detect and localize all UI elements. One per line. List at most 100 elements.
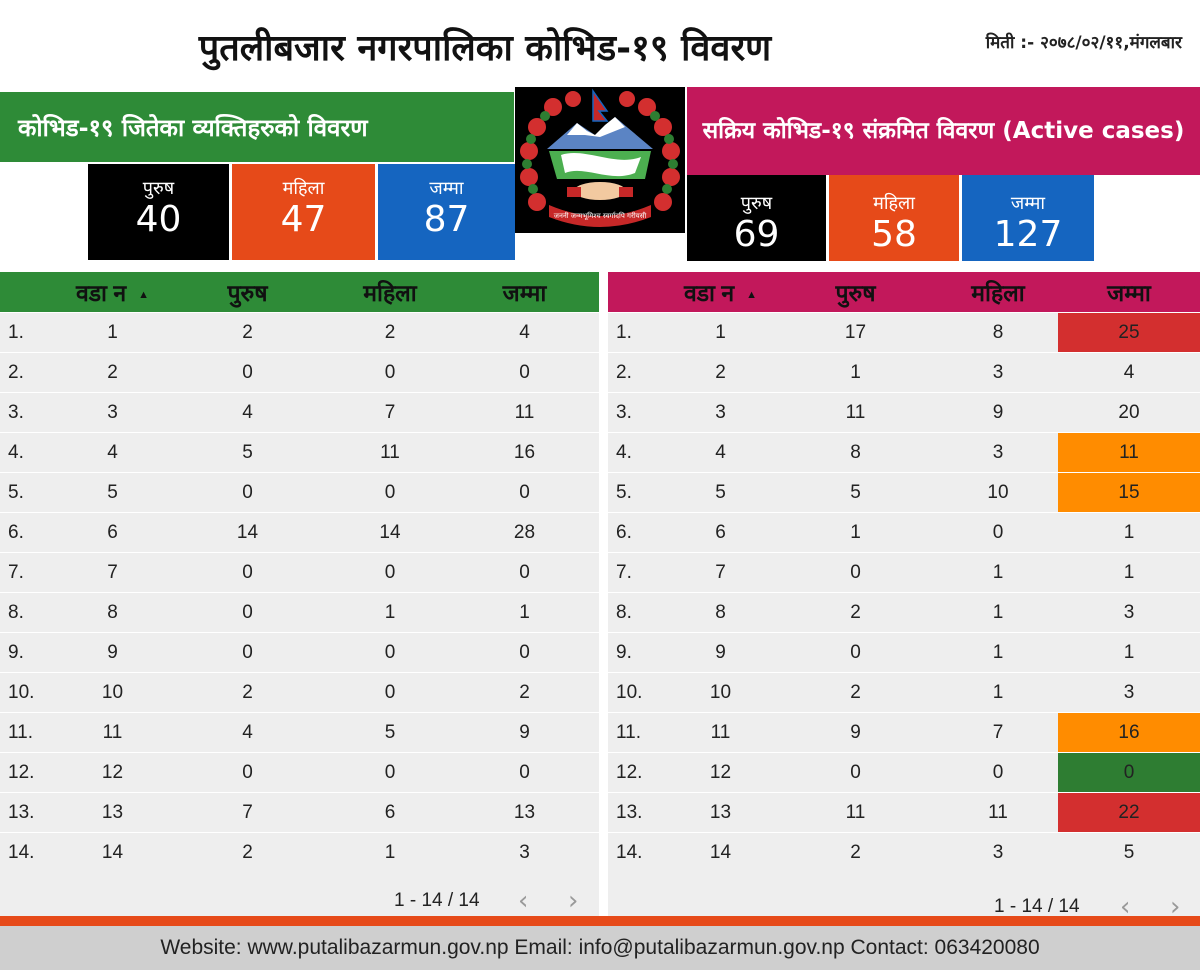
total-cell: 13 xyxy=(450,792,599,833)
card-value: 47 xyxy=(280,199,327,240)
recovered-male-card: पुरुष 40 xyxy=(88,164,229,260)
female-cell: 0 xyxy=(330,552,450,593)
total-cell: 0 xyxy=(450,472,599,513)
male-cell: 0 xyxy=(773,752,938,793)
ward-cell: 5 xyxy=(60,472,165,513)
next-page-icon[interactable]: › xyxy=(1170,892,1181,922)
ward-cell: 13 xyxy=(668,792,773,833)
col-header-female[interactable]: महिला xyxy=(330,272,450,313)
table-row: 12. 12 0 0 0 xyxy=(0,752,599,793)
footer-contact: Website: www.putalibazarmun.gov.np Email… xyxy=(0,926,1200,970)
page-title: पुतलीबजार नगरपालिका कोभिड-१९ विवरण xyxy=(198,28,772,69)
col-header-ward[interactable]: वडा न ▲ xyxy=(668,272,773,313)
col-header-ward[interactable]: वडा न ▲ xyxy=(60,272,165,313)
recovered-table: वडा न ▲ पुरुष महिला जम्मा 1. 1 2 2 4 2. 2 0 0 0 3. 3… xyxy=(0,272,599,872)
female-cell: 14 xyxy=(330,512,450,553)
next-page-icon[interactable]: › xyxy=(568,886,579,916)
row-index: 14. xyxy=(0,832,60,872)
active-table-panel: वडा न ▲ पुरुष महिला जम्मा 1. 1 17 8 25 2. 2 1 3 4 3… xyxy=(608,272,1200,922)
row-index: 3. xyxy=(608,392,668,433)
ward-cell: 12 xyxy=(60,752,165,793)
ward-cell: 9 xyxy=(668,632,773,673)
male-cell: 11 xyxy=(773,792,938,833)
total-cell: 3 xyxy=(1058,672,1200,713)
row-index: 13. xyxy=(608,792,668,833)
table-row: 12. 12 0 0 0 xyxy=(608,752,1200,793)
total-cell: 9 xyxy=(450,712,599,753)
male-cell: 4 xyxy=(165,712,330,753)
total-cell: 0 xyxy=(450,552,599,593)
male-cell: 2 xyxy=(165,312,330,353)
row-index: 8. xyxy=(608,592,668,633)
total-cell: 1 xyxy=(1058,552,1200,593)
ward-cell: 3 xyxy=(60,392,165,433)
table-row: 6. 6 1 0 1 xyxy=(608,512,1200,553)
ward-cell: 9 xyxy=(60,632,165,673)
male-cell: 14 xyxy=(165,512,330,553)
row-index: 12. xyxy=(608,752,668,793)
table-row: 9. 9 0 1 1 xyxy=(608,632,1200,673)
male-cell: 2 xyxy=(165,672,330,713)
male-cell: 5 xyxy=(165,432,330,473)
recovered-female-card: महिला 47 xyxy=(232,164,375,260)
total-cell: 1 xyxy=(1058,512,1200,553)
total-cell: 0 xyxy=(1058,752,1200,793)
total-cell: 22 xyxy=(1058,792,1200,833)
male-cell: 1 xyxy=(773,352,938,393)
female-cell: 0 xyxy=(330,672,450,713)
female-cell: 0 xyxy=(938,752,1058,793)
prev-page-icon[interactable]: ‹ xyxy=(518,886,529,916)
table-row: 6. 6 14 14 28 xyxy=(0,512,599,553)
ward-cell: 4 xyxy=(60,432,165,473)
row-index: 7. xyxy=(608,552,668,593)
male-cell: 0 xyxy=(773,552,938,593)
row-index: 5. xyxy=(0,472,60,513)
table-row: 10. 10 2 1 3 xyxy=(608,672,1200,713)
female-cell: 0 xyxy=(330,752,450,793)
female-cell: 1 xyxy=(938,552,1058,593)
female-cell: 6 xyxy=(330,792,450,833)
female-cell: 2 xyxy=(330,312,450,353)
table-row: 4. 4 8 3 11 xyxy=(608,432,1200,473)
table-row: 13. 13 7 6 13 xyxy=(0,792,599,833)
female-cell: 3 xyxy=(938,432,1058,473)
row-index: 4. xyxy=(608,432,668,473)
col-header-female[interactable]: महिला xyxy=(938,272,1058,313)
total-cell: 0 xyxy=(450,752,599,793)
ward-cell: 2 xyxy=(668,352,773,393)
table-row: 2. 2 0 0 0 xyxy=(0,352,599,393)
table-row: 3. 3 11 9 20 xyxy=(608,392,1200,433)
col-header-male[interactable]: पुरुष xyxy=(165,272,330,313)
row-index: 9. xyxy=(608,632,668,673)
ward-cell: 2 xyxy=(60,352,165,393)
active-total-card: जम्मा 127 xyxy=(962,175,1094,261)
ward-cell: 11 xyxy=(668,712,773,753)
table-row: 7. 7 0 0 0 xyxy=(0,552,599,593)
ward-cell: 7 xyxy=(60,552,165,593)
ward-cell: 6 xyxy=(668,512,773,553)
female-cell: 1 xyxy=(938,672,1058,713)
total-cell: 11 xyxy=(1058,432,1200,473)
sort-asc-icon: ▲ xyxy=(138,288,150,301)
row-index: 14. xyxy=(608,832,668,872)
pagination-label: 1 - 14 / 14 xyxy=(394,890,480,911)
ward-cell: 6 xyxy=(60,512,165,553)
female-cell: 0 xyxy=(330,632,450,673)
active-banner: सक्रिय कोभिड-१९ संक्रमित विवरण (Active c… xyxy=(687,87,1200,175)
card-label: महिला xyxy=(282,178,325,199)
table-row: 4. 4 5 11 16 xyxy=(0,432,599,473)
recovered-banner: कोभिड-१९ जितेका व्यक्तिहरुको विवरण xyxy=(0,92,514,162)
prev-page-icon[interactable]: ‹ xyxy=(1120,892,1131,922)
female-cell: 5 xyxy=(330,712,450,753)
male-cell: 2 xyxy=(165,832,330,872)
col-header-total[interactable]: जम्मा xyxy=(450,272,599,313)
ward-cell: 1 xyxy=(60,312,165,353)
col-header-total[interactable]: जम्मा xyxy=(1058,272,1200,313)
active-male-card: पुरुष 69 xyxy=(687,175,826,261)
female-cell: 0 xyxy=(938,512,1058,553)
table-row: 7. 7 0 1 1 xyxy=(608,552,1200,593)
male-cell: 0 xyxy=(165,472,330,513)
col-header-male[interactable]: पुरुष xyxy=(773,272,938,313)
active-female-card: महिला 58 xyxy=(829,175,959,261)
footer-divider xyxy=(0,916,1200,926)
